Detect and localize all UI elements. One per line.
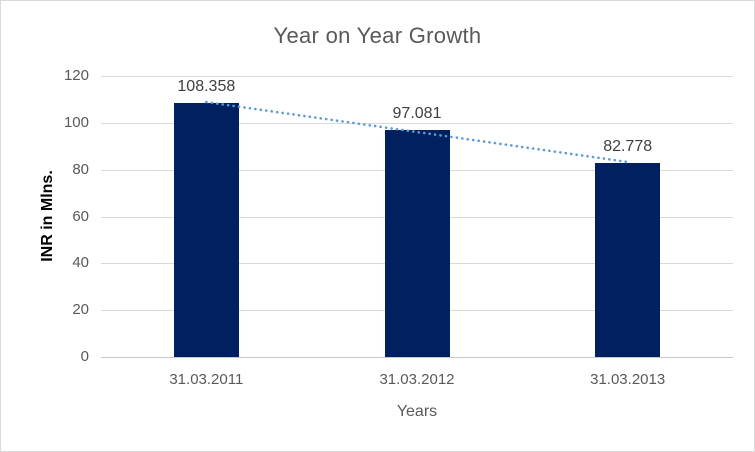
- bar: [384, 129, 450, 357]
- bar-value-label: 97.081: [392, 104, 442, 122]
- gridline: [101, 76, 733, 77]
- x-axis-title: Years: [396, 403, 438, 420]
- bar: [595, 163, 661, 357]
- x-tick-label: 31.03.2012: [379, 371, 455, 388]
- gridline: [101, 122, 733, 124]
- x-tick-label: 31.03.2011: [169, 371, 244, 388]
- chart-title: Year on Year Growth: [273, 23, 482, 48]
- bar-value-label: 82.778: [603, 138, 653, 156]
- bar: [173, 103, 239, 357]
- y-tick-label: 120: [63, 67, 89, 84]
- y-tick-label: 100: [63, 113, 89, 131]
- y-tick-label: 40: [72, 254, 89, 272]
- plot-area: 108.358 97.081 82.778: [101, 76, 733, 358]
- trendline: [205, 100, 629, 164]
- x-tick-label: 31.03.2013: [590, 371, 666, 388]
- y-tick-label: 20: [72, 301, 89, 319]
- y-tick-label: 0: [80, 348, 89, 365]
- bar-value-label: 108.358: [177, 78, 236, 96]
- y-tick-label: 60: [72, 207, 89, 225]
- y-tick-label: 80: [72, 160, 89, 178]
- x-axis-line: [101, 357, 733, 358]
